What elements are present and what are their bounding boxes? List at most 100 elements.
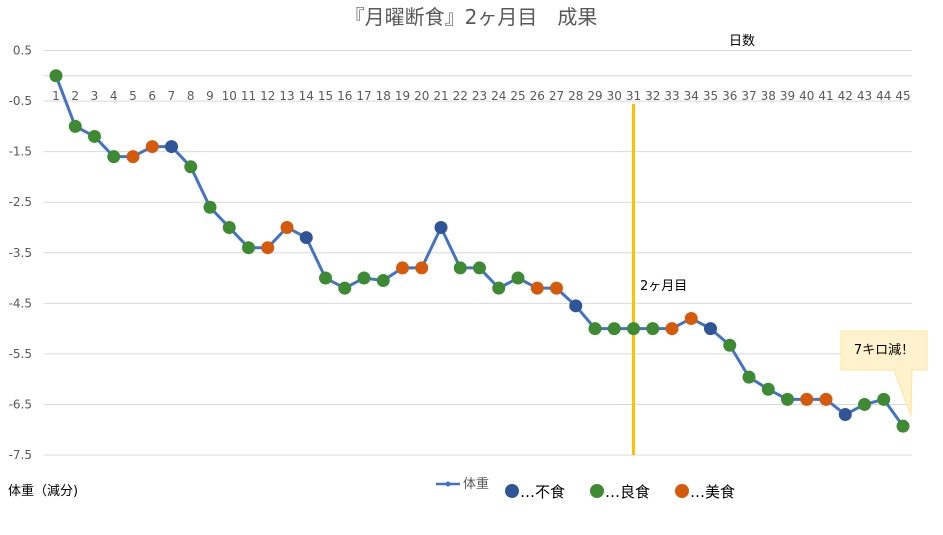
x-tick-label: 26 (530, 89, 545, 103)
x-tick-label: 35 (703, 89, 718, 103)
callout: 7キロ減！ (840, 330, 928, 417)
x-tick-label: 29 (587, 89, 602, 103)
data-point (761, 382, 775, 396)
data-point (165, 140, 178, 154)
data-point (145, 140, 159, 154)
marker-label: 2ヶ月目 (640, 279, 687, 294)
data-point (684, 311, 698, 325)
x-tick-label: 43 (857, 89, 872, 103)
x-tick-label: 14 (299, 89, 314, 103)
legend-dot (590, 484, 604, 498)
x-tick-label: 5 (129, 89, 137, 103)
x-tick-label: 18 (376, 89, 391, 103)
data-point (819, 392, 833, 406)
x-tick-label: 25 (510, 89, 525, 103)
data-point (434, 220, 448, 234)
x-tick-label: 32 (645, 89, 660, 103)
data-point (280, 220, 294, 234)
y-axis-ticks: 0.5 -0.5 -1.5 -2.5 -3.5 -4.5 -5.5 -6.5 -7.5 (9, 44, 32, 463)
y-tick-label: -4.5 (9, 296, 32, 310)
callout-text: 7キロ減！ (854, 342, 914, 358)
data-point (781, 392, 794, 406)
x-tick-label: 33 (664, 89, 679, 103)
data-point (607, 322, 621, 336)
data-point (627, 322, 640, 336)
data-point (646, 322, 660, 336)
y-tick-label: -2.5 (9, 195, 32, 209)
data-point (184, 160, 198, 174)
x-tick-label: 1 (52, 89, 60, 103)
x-tick-label: 27 (549, 89, 564, 103)
x-tick-label: 19 (395, 89, 410, 103)
data-point (550, 281, 563, 295)
data-point (896, 419, 910, 433)
series-weight (49, 69, 910, 433)
x-tick-label: 20 (414, 89, 429, 103)
data-point (530, 281, 544, 295)
legend-line-dot (445, 481, 451, 487)
x-tick-label: 36 (722, 89, 737, 103)
y-tick-label: -6.5 (9, 397, 32, 411)
x-tick-label: 37 (741, 89, 756, 103)
data-point (107, 150, 121, 164)
legend: 体重 …不食 …良食 …美食 (436, 476, 735, 501)
y-tick-label: 0.5 (13, 44, 32, 58)
y-tick-label: -5.5 (9, 347, 32, 361)
x-tick-label: 3 (91, 89, 99, 103)
data-point (88, 129, 101, 143)
x-tick-label: 7 (168, 89, 176, 103)
data-point (569, 299, 583, 313)
legend-dot (505, 484, 519, 498)
data-point (800, 392, 814, 406)
x-tick-label: 8 (187, 89, 195, 103)
series-line (54, 75, 905, 428)
x-tick-label: 10 (222, 89, 237, 103)
x-tick-label: 44 (876, 89, 891, 103)
data-point (742, 370, 756, 384)
x-tick-label: 34 (684, 89, 699, 103)
x-tick-label: 38 (761, 89, 776, 103)
x-tick-label: 42 (838, 89, 853, 103)
data-point (299, 231, 313, 245)
x-tick-label: 28 (568, 89, 583, 103)
chart-title: 『月曜断食』2ヶ月目 成果 (345, 5, 598, 29)
data-point (49, 69, 63, 83)
y-tick-label: -7.5 (9, 448, 32, 462)
data-point (858, 397, 871, 411)
data-point (261, 241, 275, 255)
x-tick-label: 17 (356, 89, 371, 103)
data-point (126, 150, 140, 164)
x-tick-label: 6 (148, 89, 156, 103)
data-point (376, 274, 390, 288)
data-point (319, 271, 332, 285)
legend-label: …不食 (520, 483, 565, 501)
data-point (203, 200, 217, 214)
callout-box (840, 330, 928, 417)
x-axis-ticks: 1 2 3 4 5 6 7 8 9 10 11 12 13 14 15 16 17 18 19 20 21 22 23 24 2… (52, 89, 910, 103)
y-axis-label: 体重（減分) (8, 483, 78, 499)
data-point (242, 241, 255, 255)
x-tick-label: 24 (491, 89, 506, 103)
legend-label: …美食 (690, 483, 735, 501)
x-tick-label: 40 (799, 89, 814, 103)
x-tick-label: 39 (780, 89, 795, 103)
y-tick-label: -1.5 (9, 145, 32, 159)
x-tick-label: 21 (433, 89, 448, 103)
data-point (723, 338, 737, 352)
data-point (396, 261, 409, 275)
data-point (588, 322, 602, 336)
data-point (473, 261, 486, 275)
x-tick-label: 41 (818, 89, 833, 103)
y-tick-label: -3.5 (9, 246, 32, 260)
data-point (877, 392, 891, 406)
x-tick-label: 2 (71, 89, 79, 103)
data-point (453, 261, 467, 275)
data-point (704, 322, 717, 336)
x-tick-label: 45 (895, 89, 910, 103)
data-point (511, 271, 525, 285)
x-tick-label: 22 (453, 89, 468, 103)
data-point (338, 281, 352, 295)
x-tick-label: 9 (206, 89, 214, 103)
legend-series-name: 体重 (463, 476, 489, 492)
